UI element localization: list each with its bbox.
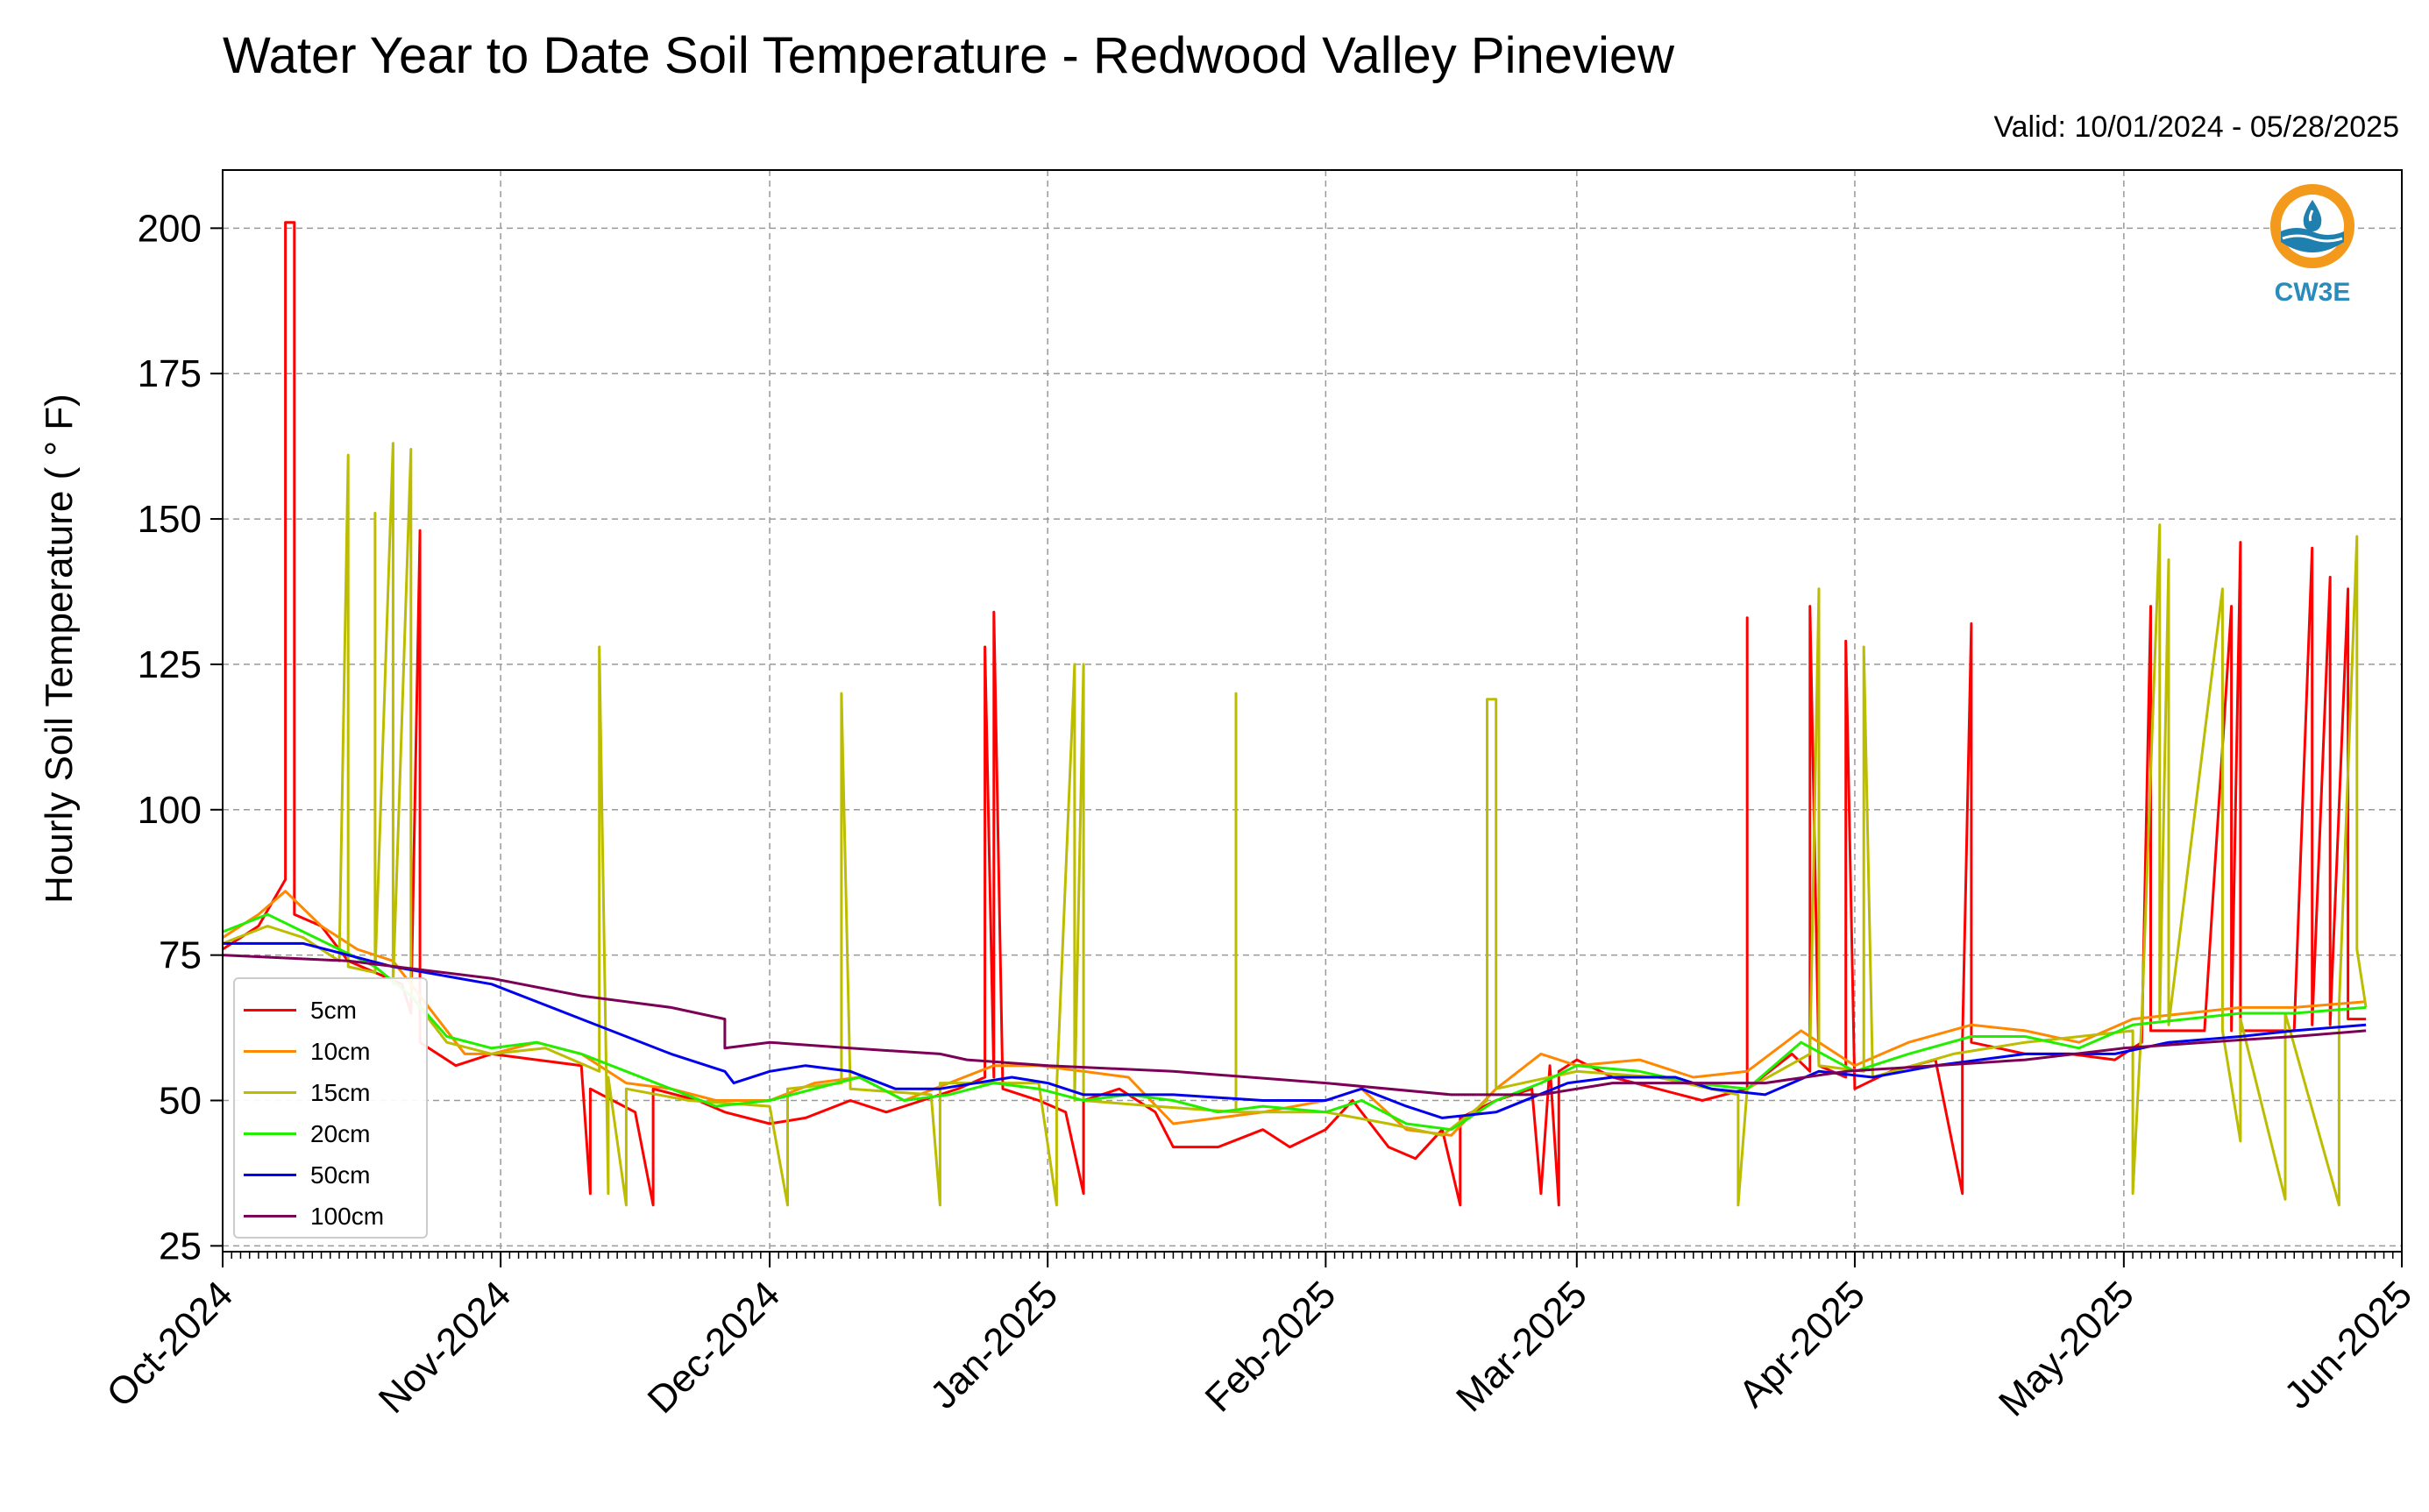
legend-swatch xyxy=(244,1009,296,1012)
series-layer xyxy=(222,221,2368,1207)
legend-swatch xyxy=(244,1050,296,1053)
series-line-50cm xyxy=(223,941,2367,1119)
valid-date-range: Valid: 10/01/2024 - 05/28/2025 xyxy=(1993,110,2399,144)
chart-title: Water Year to Date Soil Temperature - Re… xyxy=(223,27,1675,84)
series-line-15cm xyxy=(222,442,2368,1207)
legend-item-10cm: 10cm xyxy=(244,1031,417,1072)
cw3e-logo: CW3E xyxy=(2255,181,2369,308)
y-tick-label: 100 xyxy=(138,789,202,832)
x-tick-label: Nov-2024 xyxy=(371,1273,520,1422)
series-line-20cm xyxy=(222,912,2367,1132)
legend-item-50cm: 50cm xyxy=(244,1154,417,1196)
plot-frame xyxy=(222,169,2403,1253)
x-tick-label: May-2025 xyxy=(1991,1273,2142,1424)
x-tick-label: Jun-2025 xyxy=(2276,1273,2420,1416)
legend-swatch xyxy=(244,1215,296,1217)
water-drop-icon xyxy=(2270,184,2354,268)
logo-text: CW3E xyxy=(2274,278,2351,307)
legend-swatch xyxy=(244,1091,296,1094)
legend-label: 20cm xyxy=(310,1119,371,1147)
y-tick-label: 25 xyxy=(159,1225,202,1267)
legend-swatch xyxy=(244,1132,296,1135)
grid-layer xyxy=(222,170,2403,1252)
legend-label: 5cm xyxy=(310,996,357,1024)
legend-item-15cm: 15cm xyxy=(244,1072,417,1113)
series-line-5cm xyxy=(222,221,2367,1207)
legend-label: 10cm xyxy=(310,1037,371,1065)
tick-layer: 25 50 75 100 125 150 175 200 Oct-2024 Nov-2024 Dec… xyxy=(98,207,2420,1424)
y-tick-label: 50 xyxy=(159,1080,202,1123)
series-line-10cm xyxy=(222,890,2367,1137)
legend: 5cm 10cm 15cm 20cm 50cm 100cm xyxy=(233,977,428,1239)
legend-item-5cm: 5cm xyxy=(244,990,417,1031)
legend-item-100cm: 100cm xyxy=(244,1196,417,1237)
legend-label: 100cm xyxy=(310,1202,385,1230)
x-tick-label: Jan-2025 xyxy=(922,1273,1066,1416)
legend-label: 15cm xyxy=(310,1078,371,1106)
y-tick-label: 150 xyxy=(138,498,202,541)
y-tick-label: 125 xyxy=(138,643,202,686)
legend-swatch xyxy=(244,1174,296,1176)
x-tick-label: Apr-2025 xyxy=(1730,1273,1873,1416)
x-tick-label: Oct-2024 xyxy=(98,1273,241,1416)
x-tick-label: Mar-2025 xyxy=(1448,1273,1595,1420)
y-tick-label: 175 xyxy=(138,352,202,395)
x-tick-label: Feb-2025 xyxy=(1197,1273,1345,1420)
y-tick-label: 200 xyxy=(138,207,202,250)
legend-item-20cm: 20cm xyxy=(244,1113,417,1154)
y-axis-label: Hourly Soil Temperature ( ° F) xyxy=(38,394,81,904)
y-tick-label: 75 xyxy=(159,934,202,977)
legend-label: 50cm xyxy=(310,1161,371,1189)
x-tick-label: Dec-2024 xyxy=(640,1273,789,1422)
series-line-100cm xyxy=(222,954,2367,1097)
